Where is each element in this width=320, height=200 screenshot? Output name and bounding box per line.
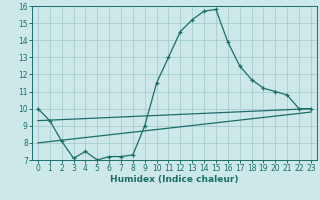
X-axis label: Humidex (Indice chaleur): Humidex (Indice chaleur) <box>110 175 239 184</box>
